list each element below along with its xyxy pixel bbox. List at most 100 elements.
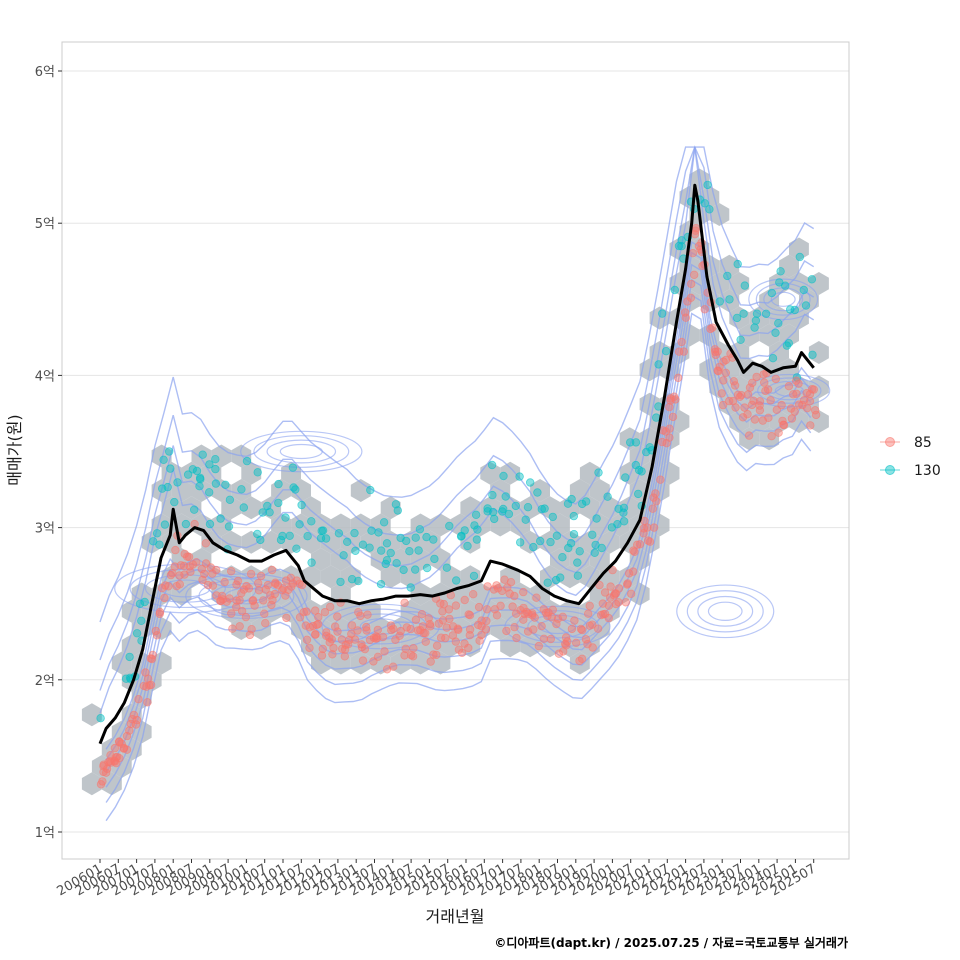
point-85 [284, 585, 293, 594]
hexbin-cell [131, 582, 152, 606]
point-85 [505, 589, 514, 598]
point-85 [572, 638, 581, 647]
point-130 [211, 464, 220, 474]
point-85 [175, 571, 184, 580]
hexbin-cell [241, 496, 262, 520]
point-85 [805, 397, 815, 406]
point-85 [222, 597, 231, 606]
point-85 [635, 540, 645, 549]
hexbin-cell [311, 513, 331, 537]
point-85 [465, 625, 475, 634]
point-85 [790, 407, 799, 416]
hexbin-cell [530, 479, 550, 502]
point-130 [732, 313, 742, 323]
point-85 [674, 373, 683, 382]
point-130 [189, 505, 199, 514]
point-85 [161, 581, 170, 590]
point-85 [129, 710, 139, 720]
hexbin-cell [520, 530, 540, 554]
point-85 [477, 630, 486, 640]
point-85 [779, 420, 788, 429]
point-130 [350, 528, 359, 538]
density-ring [144, 574, 226, 603]
hexbin-cell [779, 358, 799, 382]
hexbin-cell [231, 479, 252, 502]
point-130 [393, 506, 402, 515]
point-130 [621, 473, 630, 482]
point-85 [115, 754, 124, 763]
point-85 [134, 695, 143, 704]
point-85 [151, 626, 161, 636]
point-85 [320, 608, 330, 617]
point-85 [438, 616, 448, 625]
hexbin-cell [370, 513, 391, 537]
point-85 [438, 607, 447, 616]
point-85 [436, 633, 446, 642]
point-85 [441, 633, 450, 643]
point-85 [347, 621, 357, 630]
point-130 [739, 309, 748, 318]
point-85 [614, 584, 624, 593]
point-85 [506, 578, 516, 587]
point-85 [350, 635, 360, 644]
point-85 [614, 598, 623, 607]
point-130 [715, 297, 724, 306]
hexbin-cell [560, 496, 580, 520]
point-85 [333, 612, 342, 621]
y-tick-label: 3억 [35, 522, 55, 537]
point-85 [197, 564, 206, 574]
point-130 [768, 354, 778, 363]
point-85 [333, 627, 342, 636]
point-85 [282, 613, 291, 623]
point-130 [499, 504, 508, 514]
point-85 [577, 654, 587, 663]
point-85 [645, 537, 655, 546]
point-85 [171, 545, 180, 555]
hexbin-cell [799, 289, 819, 313]
caption: ©디아파트(dapt.kr) / 2025.07.25 / 자료=국토교통부 실… [494, 935, 848, 950]
point-85 [465, 611, 475, 620]
point-85 [400, 651, 409, 660]
point-130 [490, 514, 499, 524]
point-130 [784, 339, 793, 348]
point-85 [186, 567, 195, 576]
point-130 [195, 482, 204, 491]
point-130 [523, 503, 533, 512]
point-85 [395, 631, 404, 640]
point-130 [575, 547, 584, 556]
point-85 [774, 428, 783, 437]
point-85 [585, 601, 594, 611]
point-85 [248, 596, 258, 605]
point-130 [376, 580, 386, 589]
x-axis: 2006012006072007012007072008012008072009… [55, 859, 819, 899]
point-85 [302, 635, 312, 644]
point-130 [597, 543, 606, 553]
point-130 [469, 571, 479, 581]
point-130 [473, 525, 482, 534]
point-130 [536, 536, 545, 546]
point-85 [389, 662, 398, 671]
hexbin-cell [271, 479, 292, 502]
hexbin-cell [739, 427, 760, 451]
point-85 [225, 594, 234, 603]
point-85 [254, 586, 264, 595]
point-130 [445, 521, 454, 531]
point-130 [761, 309, 771, 318]
point-130 [658, 309, 667, 318]
legend: 85 130 [880, 435, 941, 479]
point-85 [132, 715, 142, 725]
hexbin-cell [779, 323, 799, 347]
point-85 [110, 743, 120, 753]
point-85 [429, 650, 438, 659]
point-85 [356, 611, 365, 621]
hexbin-cell [769, 341, 789, 364]
point-85 [576, 624, 586, 634]
point-130 [132, 629, 142, 638]
point-85 [548, 605, 557, 614]
hexbin-cell [340, 599, 361, 623]
point-130 [516, 538, 525, 547]
point-85 [755, 397, 765, 406]
point-85 [588, 620, 597, 629]
point-85 [630, 547, 639, 556]
hexbin-cell [500, 461, 521, 485]
